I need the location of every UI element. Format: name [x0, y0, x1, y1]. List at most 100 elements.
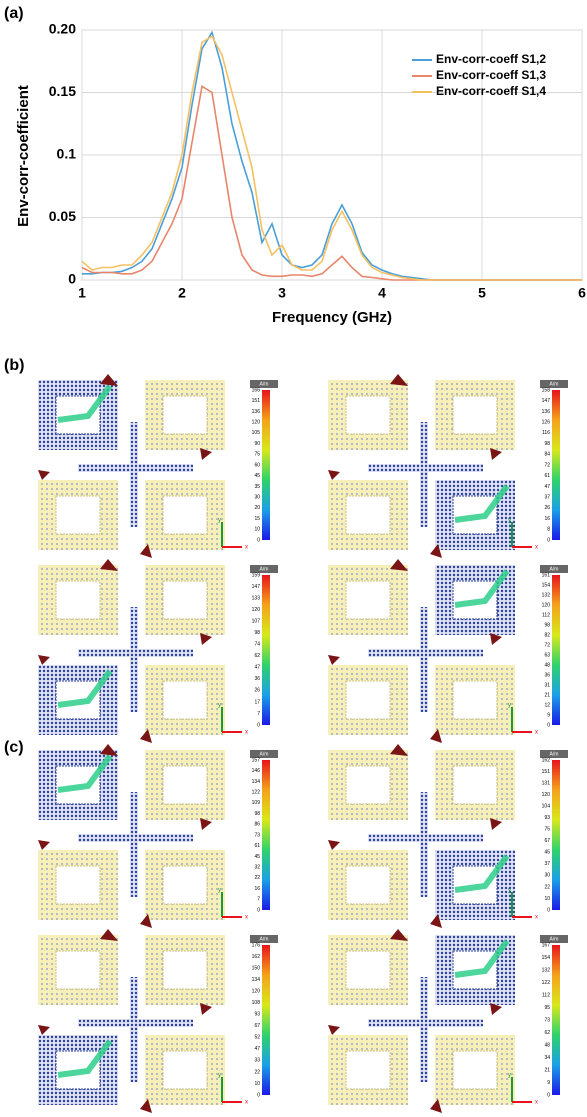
colorbar-tick-label: 136 — [542, 409, 551, 415]
port — [490, 818, 502, 830]
colorbar-tick-label: 147 — [542, 398, 551, 404]
colorbar-tick-label: 48 — [544, 662, 550, 668]
colorbar-unit: A/m — [550, 751, 559, 757]
triad-label: x — [535, 730, 538, 736]
y-tick-label: 0.05 — [49, 208, 76, 224]
colorbar-tick-label: 22 — [254, 875, 260, 881]
colorbar-header — [250, 565, 278, 573]
antenna-slot — [55, 495, 101, 535]
current-hotspot — [454, 484, 510, 523]
colorbar-tick-label: 95 — [544, 1005, 550, 1011]
colorbar-tick-label: 72 — [544, 462, 550, 468]
y-tick-label: 0 — [68, 271, 76, 287]
antenna-slot — [452, 765, 498, 805]
colorbar-tick-label: 9 — [547, 712, 550, 718]
colorbar-tick-label: 75 — [254, 452, 260, 458]
colorbar-tick-label: 47 — [254, 665, 260, 671]
colorbar-header — [250, 935, 278, 943]
antenna-slot — [452, 395, 498, 435]
antenna-slot — [345, 395, 391, 435]
x-tick-label: 4 — [378, 285, 386, 301]
antenna-slot — [162, 680, 208, 720]
colorbar-tick-label: 62 — [544, 1030, 550, 1036]
triad-label: y — [508, 1073, 511, 1079]
triad-label: y — [508, 703, 511, 709]
colorbar-tick-label: 74 — [254, 642, 260, 648]
colorbar-tick-label: 16 — [544, 516, 550, 522]
colorbar-tick-label: 134 — [252, 977, 261, 983]
colorbar — [552, 575, 560, 725]
decoupler — [420, 977, 428, 1082]
colorbar-tick-label: 36 — [254, 676, 260, 682]
colorbar-tick-label: 45 — [254, 854, 260, 860]
colorbar-tick-label: 15 — [254, 516, 260, 522]
colorbar-tick-label: 120 — [252, 988, 261, 994]
colorbar-tick-label: 73 — [544, 1017, 550, 1023]
decoupler — [420, 422, 428, 527]
port — [328, 840, 340, 850]
colorbar-tick-label: 67 — [544, 838, 550, 844]
port — [200, 1003, 212, 1015]
antenna-slot — [55, 580, 101, 620]
y-tick-label: 0.20 — [49, 21, 76, 37]
antenna-slot — [452, 680, 498, 720]
colorbar-tick-label: 166 — [252, 387, 261, 393]
colorbar-tick-label: 61 — [544, 473, 550, 479]
port — [430, 729, 442, 743]
colorbar-tick-label: 30 — [544, 873, 550, 879]
colorbar-tick-label: 151 — [542, 769, 551, 775]
colorbar-tick-label: 60 — [254, 462, 260, 468]
port — [100, 744, 118, 756]
y-tick-label: 0.15 — [49, 83, 76, 99]
colorbar-tick-label: 122 — [252, 789, 261, 795]
colorbar-unit: A/m — [260, 936, 269, 942]
colorbar — [262, 575, 270, 725]
colorbar-tick-label: 10 — [544, 896, 550, 902]
colorbar-tick-label: 48 — [544, 1042, 550, 1048]
colorbar-tick-label: 93 — [254, 1012, 260, 1018]
triad-label: x — [535, 915, 538, 921]
legend-label: Env-corr-coeff S1,4 — [436, 84, 546, 98]
colorbar-tick-label: 116 — [542, 430, 550, 436]
colorbar-tick-label: 34 — [544, 1055, 550, 1061]
colorbar-tick-label: 22 — [254, 1069, 260, 1075]
colorbar-tick-label: 0 — [547, 907, 550, 913]
triad-label: x — [245, 730, 248, 736]
panel-label: (a) — [4, 5, 24, 22]
colorbar-header — [540, 750, 568, 758]
colorbar-tick-label: 20 — [254, 505, 260, 511]
colorbar-tick-label: 45 — [254, 473, 260, 479]
colorbar-tick-label: 107 — [252, 618, 261, 624]
triad-label: y — [508, 518, 511, 524]
colorbar — [552, 390, 560, 540]
port — [38, 1025, 50, 1035]
colorbar-tick-label: 98 — [544, 441, 550, 447]
current-hotspot — [57, 669, 113, 708]
colorbar-tick-label: 73 — [254, 832, 260, 838]
colorbar-tick-label: 0 — [547, 537, 550, 543]
triad-label: y — [218, 703, 221, 709]
colorbar-tick-label: 72 — [544, 642, 550, 648]
colorbar-tick-label: 86 — [254, 822, 260, 828]
port — [328, 470, 340, 480]
colorbar-tick-label: 9 — [547, 1080, 550, 1086]
colorbar-tick-label: 131 — [542, 780, 551, 786]
x-tick-label: 6 — [578, 285, 586, 301]
panel-label: (b) — [4, 357, 24, 374]
colorbar-tick-label: 8 — [547, 527, 550, 533]
colorbar-tick-label: 17 — [254, 699, 260, 705]
colorbar-tick-label: 109 — [252, 800, 261, 806]
colorbar-tick-label: 82 — [544, 632, 550, 638]
decoupler — [130, 977, 138, 1082]
colorbar-tick-label: 0 — [257, 907, 260, 913]
colorbar-tick-label: 150 — [252, 965, 261, 971]
colorbar-tick-label: 84 — [544, 452, 550, 458]
colorbar-tick-label: 75 — [544, 827, 550, 833]
colorbar-tick-label: 120 — [542, 792, 551, 798]
colorbar-tick-label: 122 — [542, 980, 551, 986]
